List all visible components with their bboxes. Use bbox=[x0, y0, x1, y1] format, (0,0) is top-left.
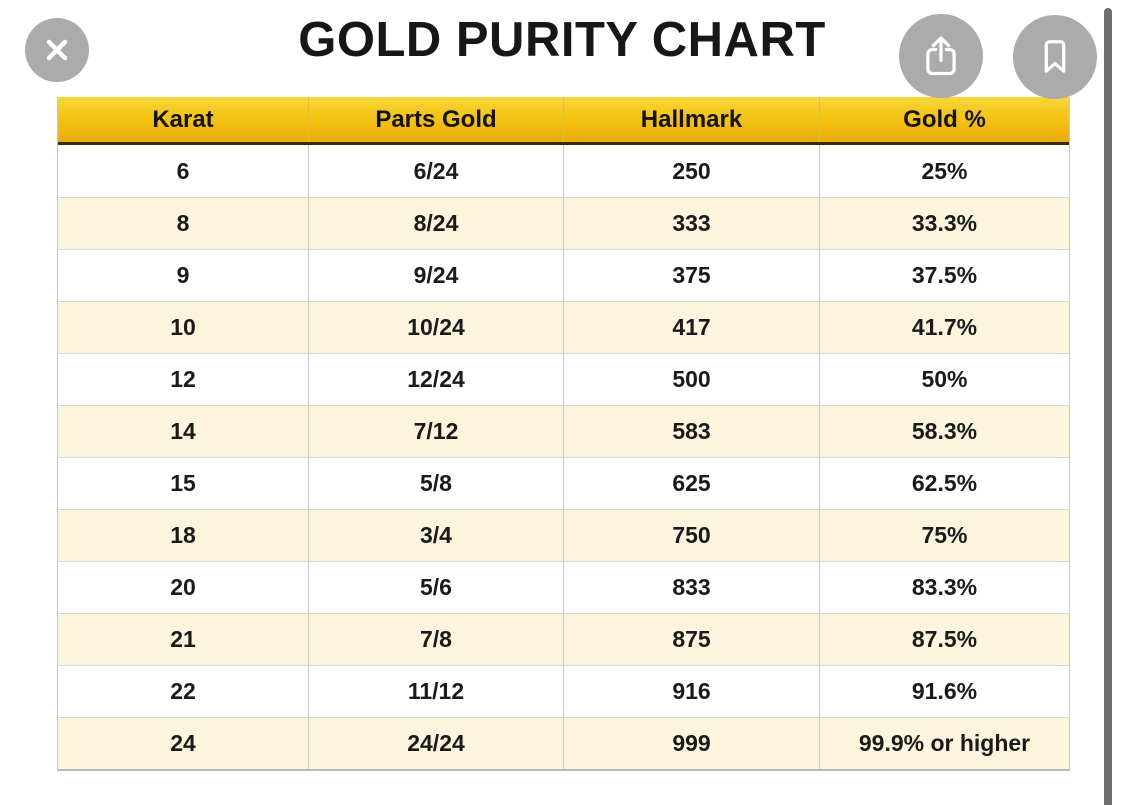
cell-parts-gold: 9/24 bbox=[308, 250, 563, 301]
table-header-row: Karat Parts Gold Hallmark Gold % bbox=[58, 97, 1069, 145]
cell-hallmark: 750 bbox=[563, 510, 819, 561]
table-row: 6 6/24 250 25% bbox=[58, 145, 1069, 197]
cell-parts-gold: 11/12 bbox=[308, 666, 563, 717]
bookmark-button[interactable] bbox=[1013, 15, 1097, 99]
table-row: 14 7/12 583 58.3% bbox=[58, 405, 1069, 457]
table-row: 21 7/8 875 87.5% bbox=[58, 613, 1069, 665]
cell-karat: 9 bbox=[176, 262, 190, 288]
cell-gold-pct: 83.3% bbox=[819, 562, 1069, 613]
cell-gold-pct: 62.5% bbox=[819, 458, 1069, 509]
share-button[interactable] bbox=[899, 14, 983, 98]
cell-parts-gold: 5/8 bbox=[308, 458, 563, 509]
cell-gold-pct: 33.3% bbox=[819, 198, 1069, 249]
cell-parts-gold: 7/8 bbox=[308, 614, 563, 665]
cell-hallmark: 375 bbox=[563, 250, 819, 301]
header-karat: Karat bbox=[152, 105, 214, 133]
cell-hallmark: 417 bbox=[563, 302, 819, 353]
cell-gold-pct: 41.7% bbox=[819, 302, 1069, 353]
cell-parts-gold: 5/6 bbox=[308, 562, 563, 613]
table-row: 10 10/24 417 41.7% bbox=[58, 301, 1069, 353]
cell-parts-gold: 3/4 bbox=[308, 510, 563, 561]
table-row: 20 5/6 833 83.3% bbox=[58, 561, 1069, 613]
cell-parts-gold: 6/24 bbox=[308, 145, 563, 197]
cell-hallmark: 875 bbox=[563, 614, 819, 665]
cell-karat: 21 bbox=[170, 626, 196, 652]
cell-karat: 12 bbox=[170, 366, 196, 392]
cell-karat: 14 bbox=[170, 418, 196, 444]
cell-hallmark: 916 bbox=[563, 666, 819, 717]
cell-gold-pct: 75% bbox=[819, 510, 1069, 561]
gold-purity-table: Karat Parts Gold Hallmark Gold % 6 6/24 … bbox=[57, 97, 1070, 771]
header-parts-gold: Parts Gold bbox=[308, 97, 563, 142]
table-row: 22 11/12 916 91.6% bbox=[58, 665, 1069, 717]
cell-hallmark: 583 bbox=[563, 406, 819, 457]
share-icon bbox=[917, 32, 965, 80]
cell-hallmark: 333 bbox=[563, 198, 819, 249]
cell-gold-pct: 87.5% bbox=[819, 614, 1069, 665]
close-button[interactable] bbox=[25, 18, 89, 82]
cell-parts-gold: 12/24 bbox=[308, 354, 563, 405]
cell-gold-pct: 99.9% or higher bbox=[819, 718, 1069, 769]
table-row: 18 3/4 750 75% bbox=[58, 509, 1069, 561]
cell-karat: 6 bbox=[176, 157, 190, 184]
cell-karat: 22 bbox=[170, 678, 196, 704]
table-row: 9 9/24 375 37.5% bbox=[58, 249, 1069, 301]
cell-hallmark: 625 bbox=[563, 458, 819, 509]
cell-karat: 15 bbox=[170, 470, 196, 496]
cell-karat: 20 bbox=[170, 574, 196, 600]
table-row: 8 8/24 333 33.3% bbox=[58, 197, 1069, 249]
cell-hallmark: 500 bbox=[563, 354, 819, 405]
cell-parts-gold: 8/24 bbox=[308, 198, 563, 249]
cell-karat: 10 bbox=[170, 314, 196, 340]
cell-gold-pct: 50% bbox=[819, 354, 1069, 405]
table-row: 12 12/24 500 50% bbox=[58, 353, 1069, 405]
cell-gold-pct: 58.3% bbox=[819, 406, 1069, 457]
cell-gold-pct: 25% bbox=[819, 145, 1069, 197]
cell-hallmark: 833 bbox=[563, 562, 819, 613]
table-row: 24 24/24 999 99.9% or higher bbox=[58, 717, 1069, 769]
header-gold-pct: Gold % bbox=[819, 97, 1069, 142]
bookmark-icon bbox=[1031, 33, 1079, 81]
page-title: GOLD PURITY CHART bbox=[298, 13, 826, 67]
cell-karat: 8 bbox=[176, 210, 190, 236]
cell-parts-gold: 7/12 bbox=[308, 406, 563, 457]
cell-hallmark: 999 bbox=[563, 718, 819, 769]
cell-parts-gold: 10/24 bbox=[308, 302, 563, 353]
cell-karat: 18 bbox=[170, 522, 196, 548]
cell-gold-pct: 37.5% bbox=[819, 250, 1069, 301]
table-row: 15 5/8 625 62.5% bbox=[58, 457, 1069, 509]
scrollbar[interactable] bbox=[1104, 8, 1112, 805]
cell-hallmark: 250 bbox=[563, 145, 819, 197]
cell-parts-gold: 24/24 bbox=[308, 718, 563, 769]
close-icon bbox=[37, 30, 77, 70]
cell-gold-pct: 91.6% bbox=[819, 666, 1069, 717]
cell-karat: 24 bbox=[170, 730, 196, 756]
header-hallmark: Hallmark bbox=[563, 97, 819, 142]
